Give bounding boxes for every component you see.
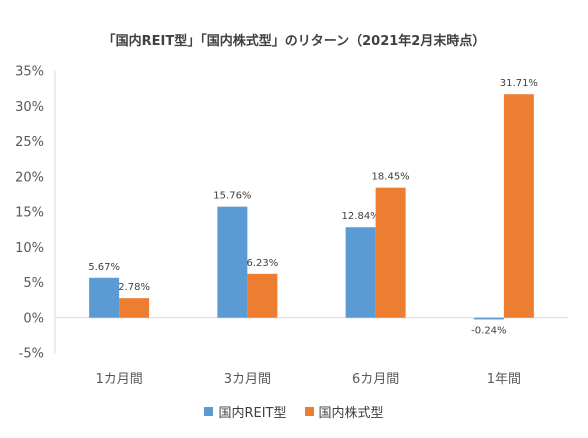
- legend-swatch-equity: [304, 407, 314, 416]
- y-tick-label: 25%: [15, 135, 44, 150]
- legend-label-equity: 国内株式型: [318, 406, 384, 421]
- legend-label-reit: 国内REIT型: [218, 406, 287, 421]
- legend-item-equity: 国内株式型: [304, 402, 384, 421]
- bar-reit: [89, 277, 120, 318]
- data-label: 6.23%: [246, 258, 278, 269]
- y-tick-label: 15%: [15, 206, 44, 221]
- legend: 国内REIT型 国内株式型: [0, 402, 588, 421]
- y-tick-label: -5%: [19, 347, 44, 362]
- bar-equity: [503, 94, 534, 318]
- data-label: 5.67%: [88, 262, 120, 273]
- legend-item-reit: 国内REIT型: [204, 402, 287, 421]
- x-tick-label: 1年間: [487, 372, 521, 387]
- legend-swatch-reit: [204, 407, 214, 416]
- bar-reit: [217, 206, 248, 318]
- bar-equity: [119, 298, 150, 318]
- data-label: 18.45%: [372, 172, 410, 183]
- x-tick-label: 6カ月間: [352, 372, 399, 387]
- data-label: 31.71%: [500, 78, 538, 89]
- bar-equity: [247, 273, 278, 318]
- data-label: 15.76%: [213, 191, 251, 202]
- data-label: -0.24%: [471, 325, 506, 336]
- x-tick-label: 3カ月間: [224, 372, 271, 387]
- y-tick-label: 20%: [15, 170, 44, 185]
- bar-reit: [473, 317, 504, 320]
- chart-title: 「国内REIT型」「国内株式型」のリターン（2021年2月末時点）: [102, 34, 486, 49]
- y-tick-label: 35%: [15, 65, 44, 80]
- y-tick-label: 30%: [15, 100, 44, 115]
- data-label: 2.78%: [118, 282, 150, 293]
- y-tick-label: 0%: [23, 311, 44, 326]
- x-tick-label: 1カ月間: [95, 372, 142, 387]
- bar-reit: [345, 227, 376, 318]
- bar-equity: [375, 187, 406, 318]
- y-tick-label: 5%: [23, 276, 44, 291]
- y-tick-label: 10%: [15, 241, 44, 256]
- data-label: 12.84%: [342, 211, 380, 222]
